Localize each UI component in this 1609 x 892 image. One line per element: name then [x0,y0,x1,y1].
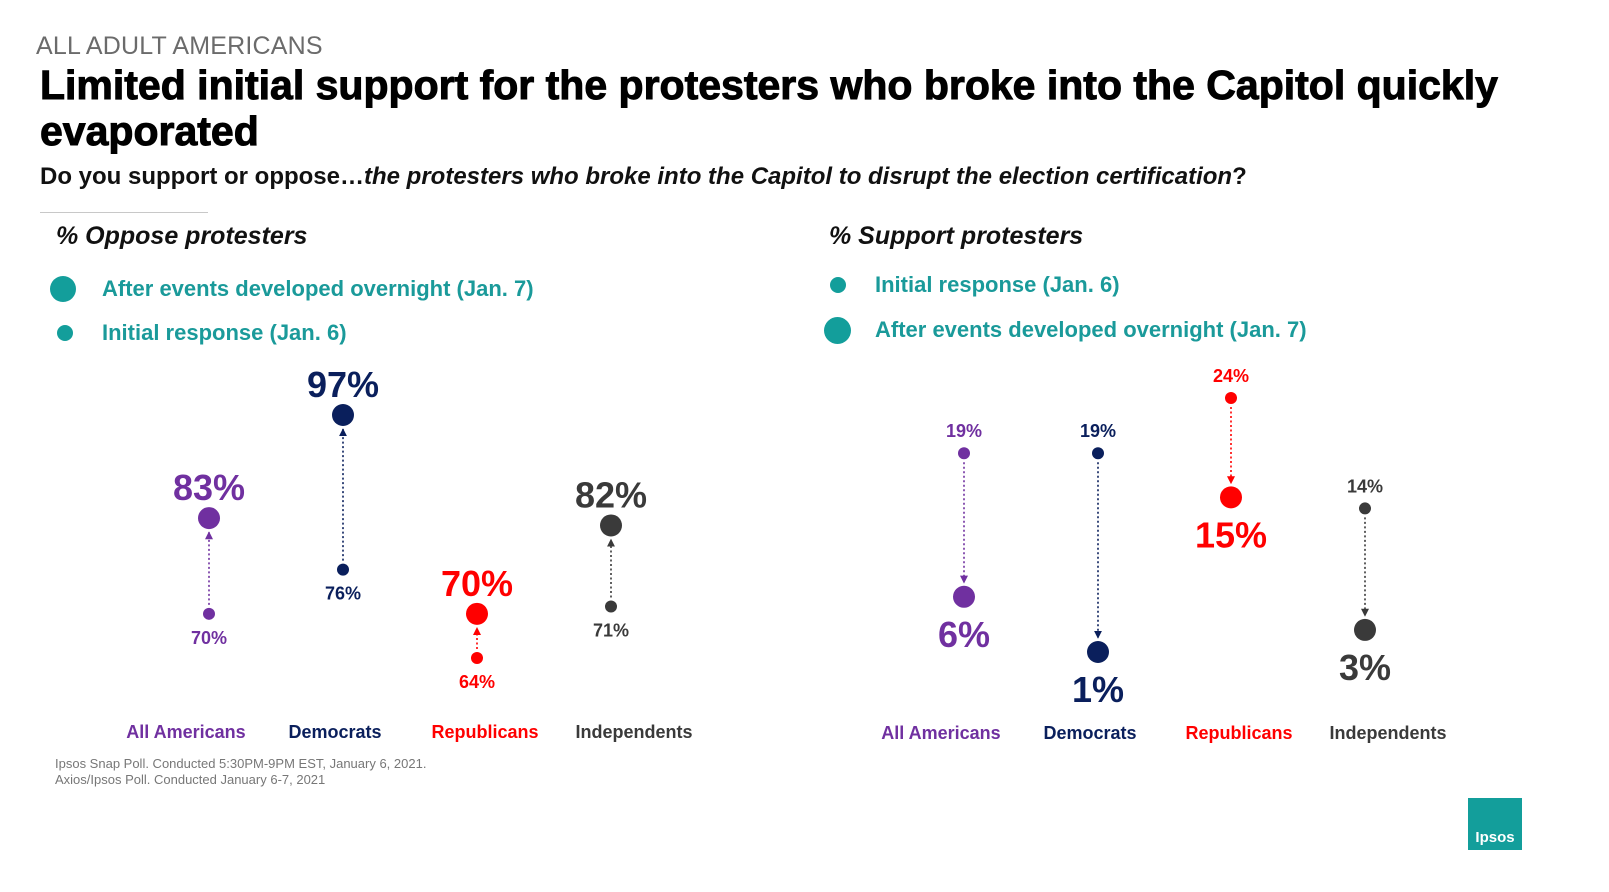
oppose-legend-jan6: Initial response (Jan. 6) [102,320,347,345]
after-value-label: 1% [1072,669,1124,710]
subtitle-question: the protesters who broke into the Capito… [364,163,1233,190]
support-legend-jan7: After events developed overnight (Jan. 7… [875,317,1307,342]
oppose-category-democrats: Democrats [288,722,382,742]
initial-value-label: 19% [1080,421,1116,441]
after-value-label: 3% [1339,647,1391,688]
initial-point [1359,502,1371,515]
after-point [1220,486,1242,509]
initial-value-label: 24% [1213,366,1249,386]
subtitle-suffix: ? [1232,163,1247,190]
initial-value-label: 64% [459,672,495,692]
after-value-label: 15% [1195,514,1267,555]
subtitle-prefix: Do you support or oppose… [40,163,364,190]
support-category-all-americans: All Americans [881,723,1001,743]
initial-point [1225,392,1237,404]
oppose-category-independents: Independents [575,722,693,742]
after-point [466,602,488,625]
support-category-independents: Independents [1329,723,1447,743]
oppose-category-all-americans: All Americans [126,722,246,742]
after-point [198,507,220,530]
initial-point [203,607,215,620]
divider [40,212,208,213]
initial-point [337,563,349,576]
support-panel-title: % Support protesters [829,222,1084,250]
support-category-democrats: Democrats [1043,723,1137,743]
logo-text: Ipsos [1475,829,1515,846]
support-legend-jan6: Initial response (Jan. 6) [875,272,1120,297]
initial-value-label: 71% [593,620,629,640]
footnote-snap-poll: Ipsos Snap Poll. Conducted 5:30PM-9PM ES… [55,756,427,771]
initial-point [605,600,617,613]
after-point [953,585,975,608]
support-category-republicans: Republicans [1185,723,1293,743]
legend-small-dot-icon [57,325,73,341]
footnote-axios-poll: Axios/Ipsos Poll. Conducted January 6-7,… [55,772,326,787]
legend-large-dot-icon [824,317,851,344]
after-value-label: 83% [173,467,245,508]
after-point [1087,641,1109,663]
oppose-category-republicans: Republicans [431,722,539,742]
initial-value-label: 19% [946,421,982,441]
initial-value-label: 14% [1347,476,1383,496]
initial-point [958,447,970,460]
legend-large-dot-icon [50,276,76,302]
initial-point [1092,447,1104,460]
question-subtitle: Do you support or oppose…the protesters … [40,163,1247,191]
after-point [1354,618,1376,641]
legend-small-dot-icon [830,277,846,293]
oppose-legend-jan7: After events developed overnight (Jan. 7… [102,276,534,301]
after-point [332,404,354,426]
after-value-label: 70% [441,563,513,604]
initial-value-label: 76% [325,584,361,604]
after-value-label: 82% [575,474,647,515]
after-point [600,514,622,537]
initial-point [471,652,483,664]
ipsos-logo: Ipsos [1468,798,1522,850]
initial-value-label: 70% [191,628,227,648]
after-value-label: 6% [938,614,990,655]
kicker-label: ALL ADULT AMERICANS [36,32,323,60]
oppose-panel-title: % Oppose protesters [56,222,308,250]
after-value-label: 97% [307,364,379,405]
page-title: Limited initial support for the proteste… [40,62,1499,155]
